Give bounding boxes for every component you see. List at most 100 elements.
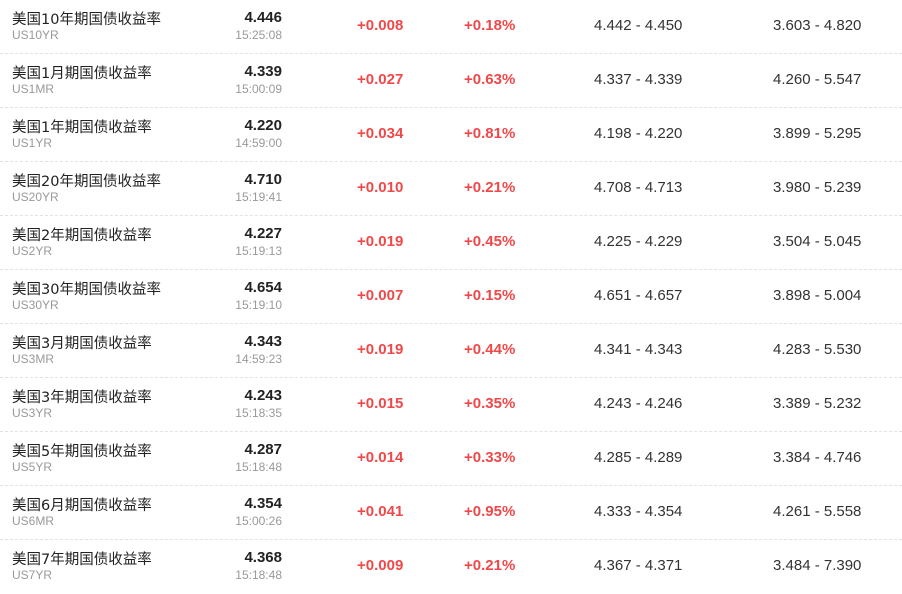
price-change: +0.015 (357, 395, 404, 412)
update-time: 14:59:00 (235, 136, 282, 150)
day-range: 4.442 - 4.450 (594, 17, 683, 34)
year-range: 4.283 - 5.530 (773, 341, 862, 358)
percent-change: +0.44% (464, 341, 516, 358)
last-price: 4.354 (244, 495, 282, 512)
percent-change: +0.15% (464, 287, 516, 304)
table-row[interactable]: 美国30年期国债收益率 US30YR 4.654 15:19:10 +0.007… (0, 270, 902, 324)
bond-name-link[interactable]: 美国7年期国债收益率 (12, 552, 152, 568)
bond-name-link[interactable]: 美国20年期国债收益率 (12, 174, 161, 190)
year-range: 3.603 - 4.820 (773, 17, 862, 34)
bond-code: US7YR (12, 568, 53, 582)
table-row[interactable]: 美国7年期国债收益率 US7YR 4.368 15:18:48 +0.009 +… (0, 540, 902, 594)
table-row[interactable]: 美国3年期国债收益率 US3YR 4.243 15:18:35 +0.015 +… (0, 378, 902, 432)
day-range: 4.333 - 4.354 (594, 503, 683, 520)
year-range: 3.899 - 5.295 (773, 125, 862, 142)
bond-code: US1MR (12, 82, 55, 96)
day-range: 4.337 - 4.339 (594, 71, 683, 88)
table-row[interactable]: 美国20年期国债收益率 US20YR 4.710 15:19:41 +0.010… (0, 162, 902, 216)
bond-code: US3YR (12, 406, 53, 420)
percent-change: +0.33% (464, 449, 516, 466)
bond-name-link[interactable]: 美国5年期国债收益率 (12, 444, 152, 460)
bond-code: US2YR (12, 244, 53, 258)
bond-name-link[interactable]: 美国6月期国债收益率 (12, 498, 152, 514)
price-change: +0.014 (357, 449, 404, 466)
table-row[interactable]: 美国6月期国债收益率 US6MR 4.354 15:00:26 +0.041 +… (0, 486, 902, 540)
table-row[interactable]: 美国1月期国债收益率 US1MR 4.339 15:00:09 +0.027 +… (0, 54, 902, 108)
bond-code: US1YR (12, 136, 53, 150)
bond-name-link[interactable]: 美国1年期国债收益率 (12, 120, 152, 136)
percent-change: +0.35% (464, 395, 516, 412)
year-range: 4.260 - 5.547 (773, 71, 862, 88)
update-time: 15:00:09 (235, 82, 282, 96)
year-range: 3.504 - 5.045 (773, 233, 862, 250)
bond-name-link[interactable]: 美国3年期国债收益率 (12, 390, 152, 406)
last-price: 4.446 (244, 9, 282, 26)
table-row[interactable]: 美国5年期国债收益率 US5YR 4.287 15:18:48 +0.014 +… (0, 432, 902, 486)
update-time: 15:18:35 (235, 406, 282, 420)
percent-change: +0.21% (464, 179, 516, 196)
bond-name-link[interactable]: 美国30年期国债收益率 (12, 282, 161, 298)
price-change: +0.019 (357, 233, 404, 250)
bond-code: US3MR (12, 352, 55, 366)
table-row[interactable]: 美国3月期国债收益率 US3MR 4.343 14:59:23 +0.019 +… (0, 324, 902, 378)
update-time: 14:59:23 (235, 352, 282, 366)
update-time: 15:18:48 (235, 568, 282, 582)
price-change: +0.019 (357, 341, 404, 358)
price-change: +0.007 (357, 287, 404, 304)
update-time: 15:19:10 (235, 298, 282, 312)
last-price: 4.243 (244, 387, 282, 404)
percent-change: +0.21% (464, 557, 516, 574)
last-price: 4.227 (244, 225, 282, 242)
price-change: +0.009 (357, 557, 404, 574)
price-change: +0.034 (357, 125, 404, 142)
last-price: 4.343 (244, 333, 282, 350)
percent-change: +0.95% (464, 503, 516, 520)
bond-name-link[interactable]: 美国2年期国债收益率 (12, 228, 152, 244)
bond-code: US6MR (12, 514, 55, 528)
year-range: 3.389 - 5.232 (773, 395, 862, 412)
bond-code: US5YR (12, 460, 53, 474)
update-time: 15:18:48 (235, 460, 282, 474)
table-row[interactable]: 美国10年期国债收益率 US10YR 4.446 15:25:08 +0.008… (0, 0, 902, 54)
last-price: 4.368 (244, 549, 282, 566)
last-price: 4.654 (244, 279, 282, 296)
update-time: 15:00:26 (235, 514, 282, 528)
update-time: 15:19:13 (235, 244, 282, 258)
percent-change: +0.63% (464, 71, 516, 88)
update-time: 15:25:08 (235, 28, 282, 42)
year-range: 3.898 - 5.004 (773, 287, 862, 304)
bond-name-link[interactable]: 美国3月期国债收益率 (12, 336, 152, 352)
percent-change: +0.18% (464, 17, 516, 34)
table-row[interactable]: 美国1年期国债收益率 US1YR 4.220 14:59:00 +0.034 +… (0, 108, 902, 162)
last-price: 4.220 (244, 117, 282, 134)
day-range: 4.285 - 4.289 (594, 449, 683, 466)
last-price: 4.710 (244, 171, 282, 188)
price-change: +0.027 (357, 71, 404, 88)
year-range: 3.384 - 4.746 (773, 449, 862, 466)
update-time: 15:19:41 (235, 190, 282, 204)
year-range: 3.484 - 7.390 (773, 557, 862, 574)
day-range: 4.198 - 4.220 (594, 125, 683, 142)
year-range: 4.261 - 5.558 (773, 503, 862, 520)
year-range: 3.980 - 5.239 (773, 179, 862, 196)
day-range: 4.651 - 4.657 (594, 287, 683, 304)
bond-code: US20YR (12, 190, 59, 204)
bond-code: US30YR (12, 298, 59, 312)
price-change: +0.010 (357, 179, 404, 196)
day-range: 4.708 - 4.713 (594, 179, 683, 196)
percent-change: +0.45% (464, 233, 516, 250)
price-change: +0.041 (357, 503, 404, 520)
day-range: 4.243 - 4.246 (594, 395, 683, 412)
bond-name-link[interactable]: 美国1月期国债收益率 (12, 66, 152, 82)
price-change: +0.008 (357, 17, 404, 34)
day-range: 4.367 - 4.371 (594, 557, 683, 574)
last-price: 4.287 (244, 441, 282, 458)
table-row[interactable]: 美国2年期国债收益率 US2YR 4.227 15:19:13 +0.019 +… (0, 216, 902, 270)
last-price: 4.339 (244, 63, 282, 80)
bond-code: US10YR (12, 28, 59, 42)
day-range: 4.225 - 4.229 (594, 233, 683, 250)
percent-change: +0.81% (464, 125, 516, 142)
bond-name-link[interactable]: 美国10年期国债收益率 (12, 12, 161, 28)
day-range: 4.341 - 4.343 (594, 341, 683, 358)
